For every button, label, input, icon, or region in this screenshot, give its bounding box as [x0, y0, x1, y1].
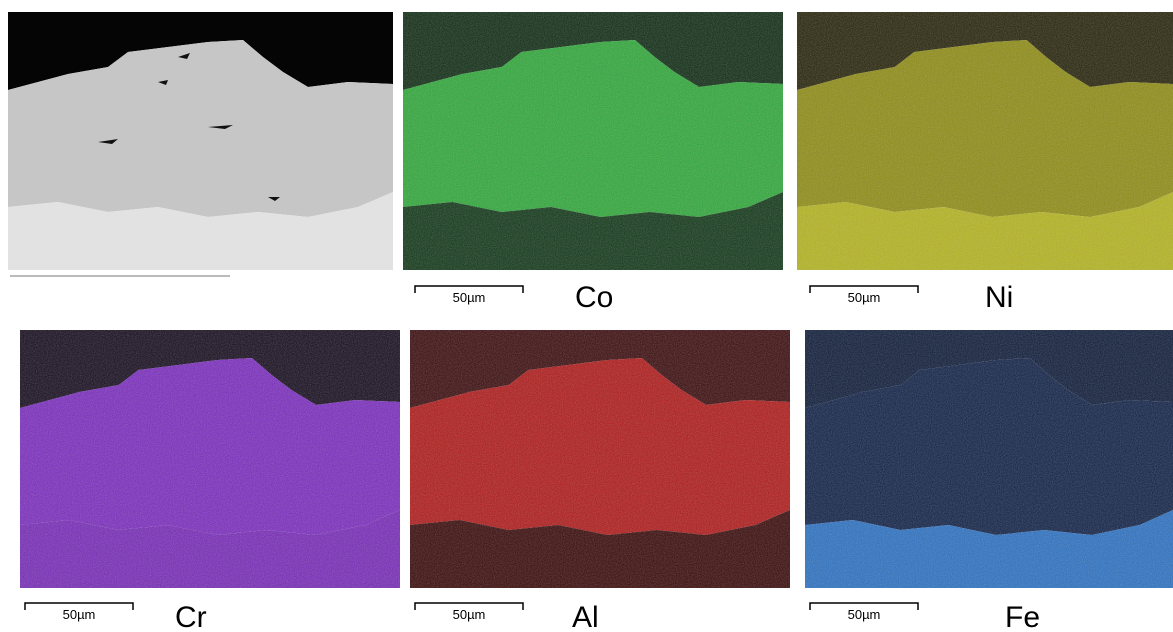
scale-label: 50µm: [848, 607, 881, 622]
element-label: Cr: [175, 601, 207, 632]
scale-label: 50µm: [453, 607, 486, 622]
fe-map: [805, 330, 1173, 588]
scale-label: 50µm: [63, 607, 96, 622]
scale-label: 50µm: [848, 290, 881, 305]
element-label: Fe: [1005, 601, 1040, 632]
scale-label: 50µm: [453, 290, 486, 305]
co-map: [403, 12, 783, 270]
cr-map: [20, 330, 400, 588]
al-map: [410, 330, 790, 588]
element-label: Al: [572, 601, 599, 632]
ni-map: [797, 12, 1173, 270]
sem-image: [8, 12, 393, 276]
element-label: Ni: [985, 281, 1013, 314]
figure: 50µm Co 50µm Ni 50µm Cr 50µm Al 50µm Fe: [0, 0, 1173, 632]
element-label: Co: [575, 281, 613, 314]
